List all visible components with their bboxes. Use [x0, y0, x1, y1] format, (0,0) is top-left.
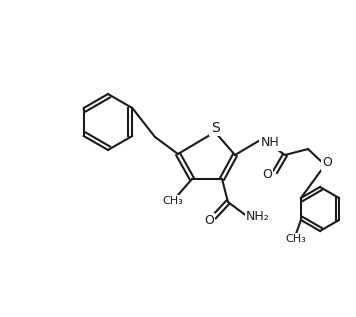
- Text: NH: NH: [261, 137, 279, 150]
- Text: NH₂: NH₂: [246, 210, 270, 223]
- Text: O: O: [322, 157, 332, 170]
- Text: S: S: [211, 121, 219, 135]
- Text: O: O: [262, 169, 272, 182]
- Text: CH₃: CH₃: [163, 196, 183, 206]
- Text: CH₃: CH₃: [286, 234, 306, 244]
- Text: O: O: [204, 215, 214, 228]
